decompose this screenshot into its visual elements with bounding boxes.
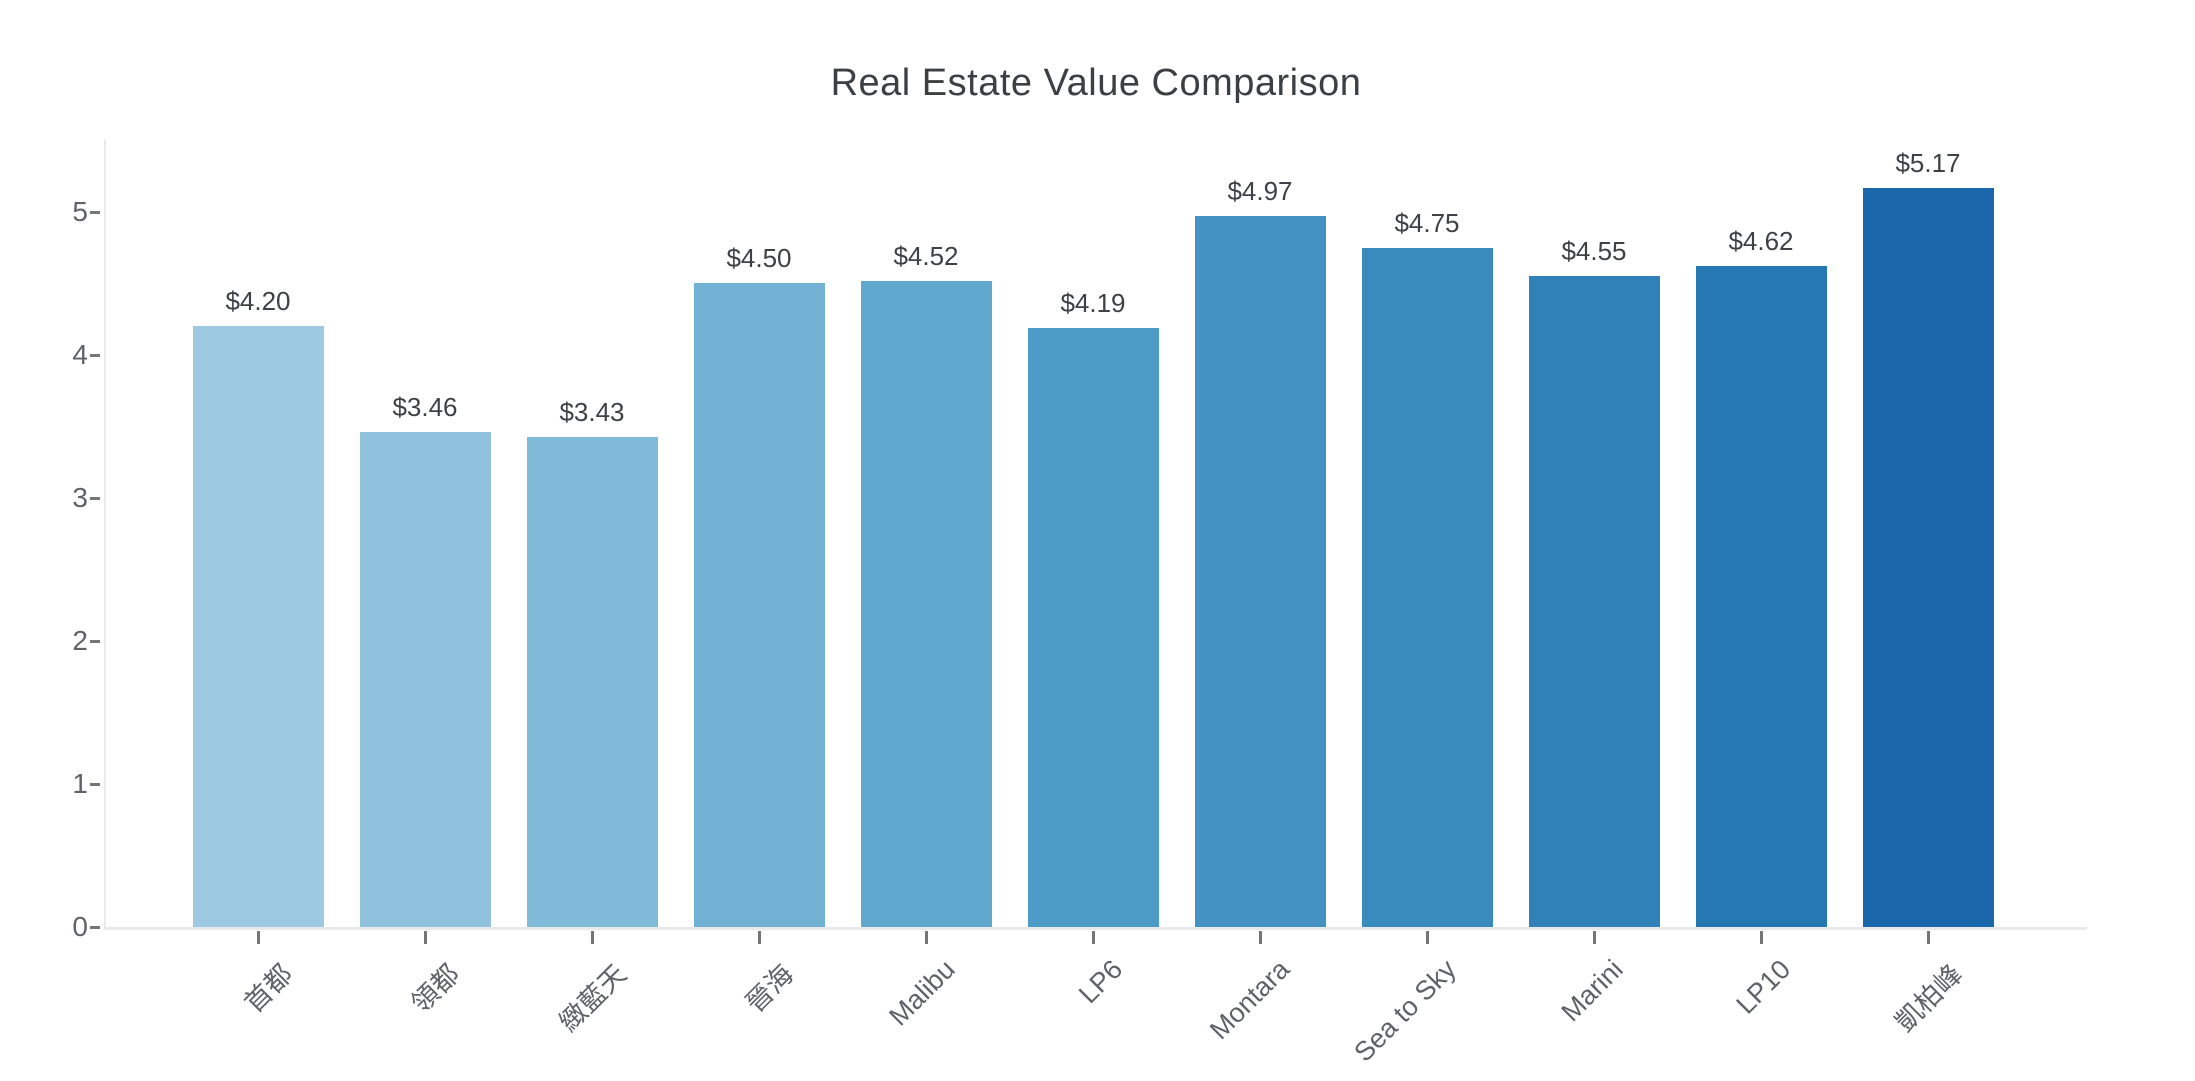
chart-title: Real Estate Value Comparison xyxy=(830,62,1362,104)
x-tick-mark xyxy=(1927,931,1930,944)
x-tick-mark xyxy=(925,931,928,944)
y-tick-mark xyxy=(90,783,100,786)
value-label-領都: $3.46 xyxy=(392,392,458,422)
y-tick-mark xyxy=(90,497,100,500)
x-tick-mark xyxy=(1259,931,1262,944)
value-label-Montara: $4.97 xyxy=(1227,176,1293,206)
x-axis-label-凱柏峰: 凱柏峰 xyxy=(1889,958,1969,1038)
y-tick-mark xyxy=(90,354,100,357)
value-label-首都: $4.20 xyxy=(225,286,291,316)
y-tick-label: 3 xyxy=(72,482,88,513)
x-axis-label-首都: 首都 xyxy=(238,958,299,1019)
x-axis-label-晉海: 晉海 xyxy=(739,958,800,1019)
x-axis-label-Sea to Sky: Sea to Sky xyxy=(1348,954,1463,1068)
bar-緻藍天[interactable] xyxy=(527,437,658,927)
value-label-Sea to Sky: $4.75 xyxy=(1394,208,1460,238)
value-label-LP10: $4.62 xyxy=(1728,226,1794,256)
x-tick-mark xyxy=(1092,931,1095,944)
bar-LP6[interactable] xyxy=(1028,328,1159,927)
y-tick-mark xyxy=(90,640,100,643)
y-tick-label: 1 xyxy=(72,768,88,799)
y-tick-label: 0 xyxy=(72,911,88,942)
x-axis-label-Malibu: Malibu xyxy=(883,954,962,1032)
value-label-晉海: $4.50 xyxy=(726,243,792,273)
y-tick-mark xyxy=(90,211,100,214)
x-tick-mark xyxy=(1760,931,1763,944)
x-axis-label-緻藍天: 緻藍天 xyxy=(553,958,633,1038)
x-tick-mark xyxy=(1593,931,1596,944)
x-axis-label-LP6: LP6 xyxy=(1073,954,1129,1010)
y-tick-label: 5 xyxy=(72,196,88,227)
bar-首都[interactable] xyxy=(193,326,324,927)
x-axis-line xyxy=(105,927,2087,930)
x-tick-mark xyxy=(257,931,260,944)
bar-Malibu[interactable] xyxy=(861,281,992,927)
x-axis-label-領都: 領都 xyxy=(405,958,466,1019)
y-tick-mark xyxy=(90,926,100,929)
x-tick-mark xyxy=(591,931,594,944)
bar-LP10[interactable] xyxy=(1696,266,1827,927)
x-axis-label-Montara: Montara xyxy=(1203,954,1296,1046)
bar-凱柏峰[interactable] xyxy=(1863,188,1994,927)
value-label-緻藍天: $3.43 xyxy=(559,397,625,427)
value-label-Malibu: $4.52 xyxy=(893,241,959,271)
x-axis-label-Marini: Marini xyxy=(1556,954,1630,1028)
y-tick-label: 4 xyxy=(72,339,88,370)
bar-Marini[interactable] xyxy=(1529,276,1660,927)
x-tick-mark xyxy=(758,931,761,944)
value-label-凱柏峰: $5.17 xyxy=(1895,148,1961,178)
bar-領都[interactable] xyxy=(360,432,491,927)
value-label-Marini: $4.55 xyxy=(1561,236,1627,266)
value-label-LP6: $4.19 xyxy=(1060,288,1126,318)
x-tick-mark xyxy=(424,931,427,944)
x-tick-mark xyxy=(1426,931,1429,944)
bar-晉海[interactable] xyxy=(694,283,825,927)
y-axis-line xyxy=(104,140,106,930)
x-axis-label-LP10: LP10 xyxy=(1730,954,1797,1020)
bar-Montara[interactable] xyxy=(1195,216,1326,927)
y-tick-label: 2 xyxy=(72,625,88,656)
bar-Sea to Sky[interactable] xyxy=(1362,248,1493,927)
